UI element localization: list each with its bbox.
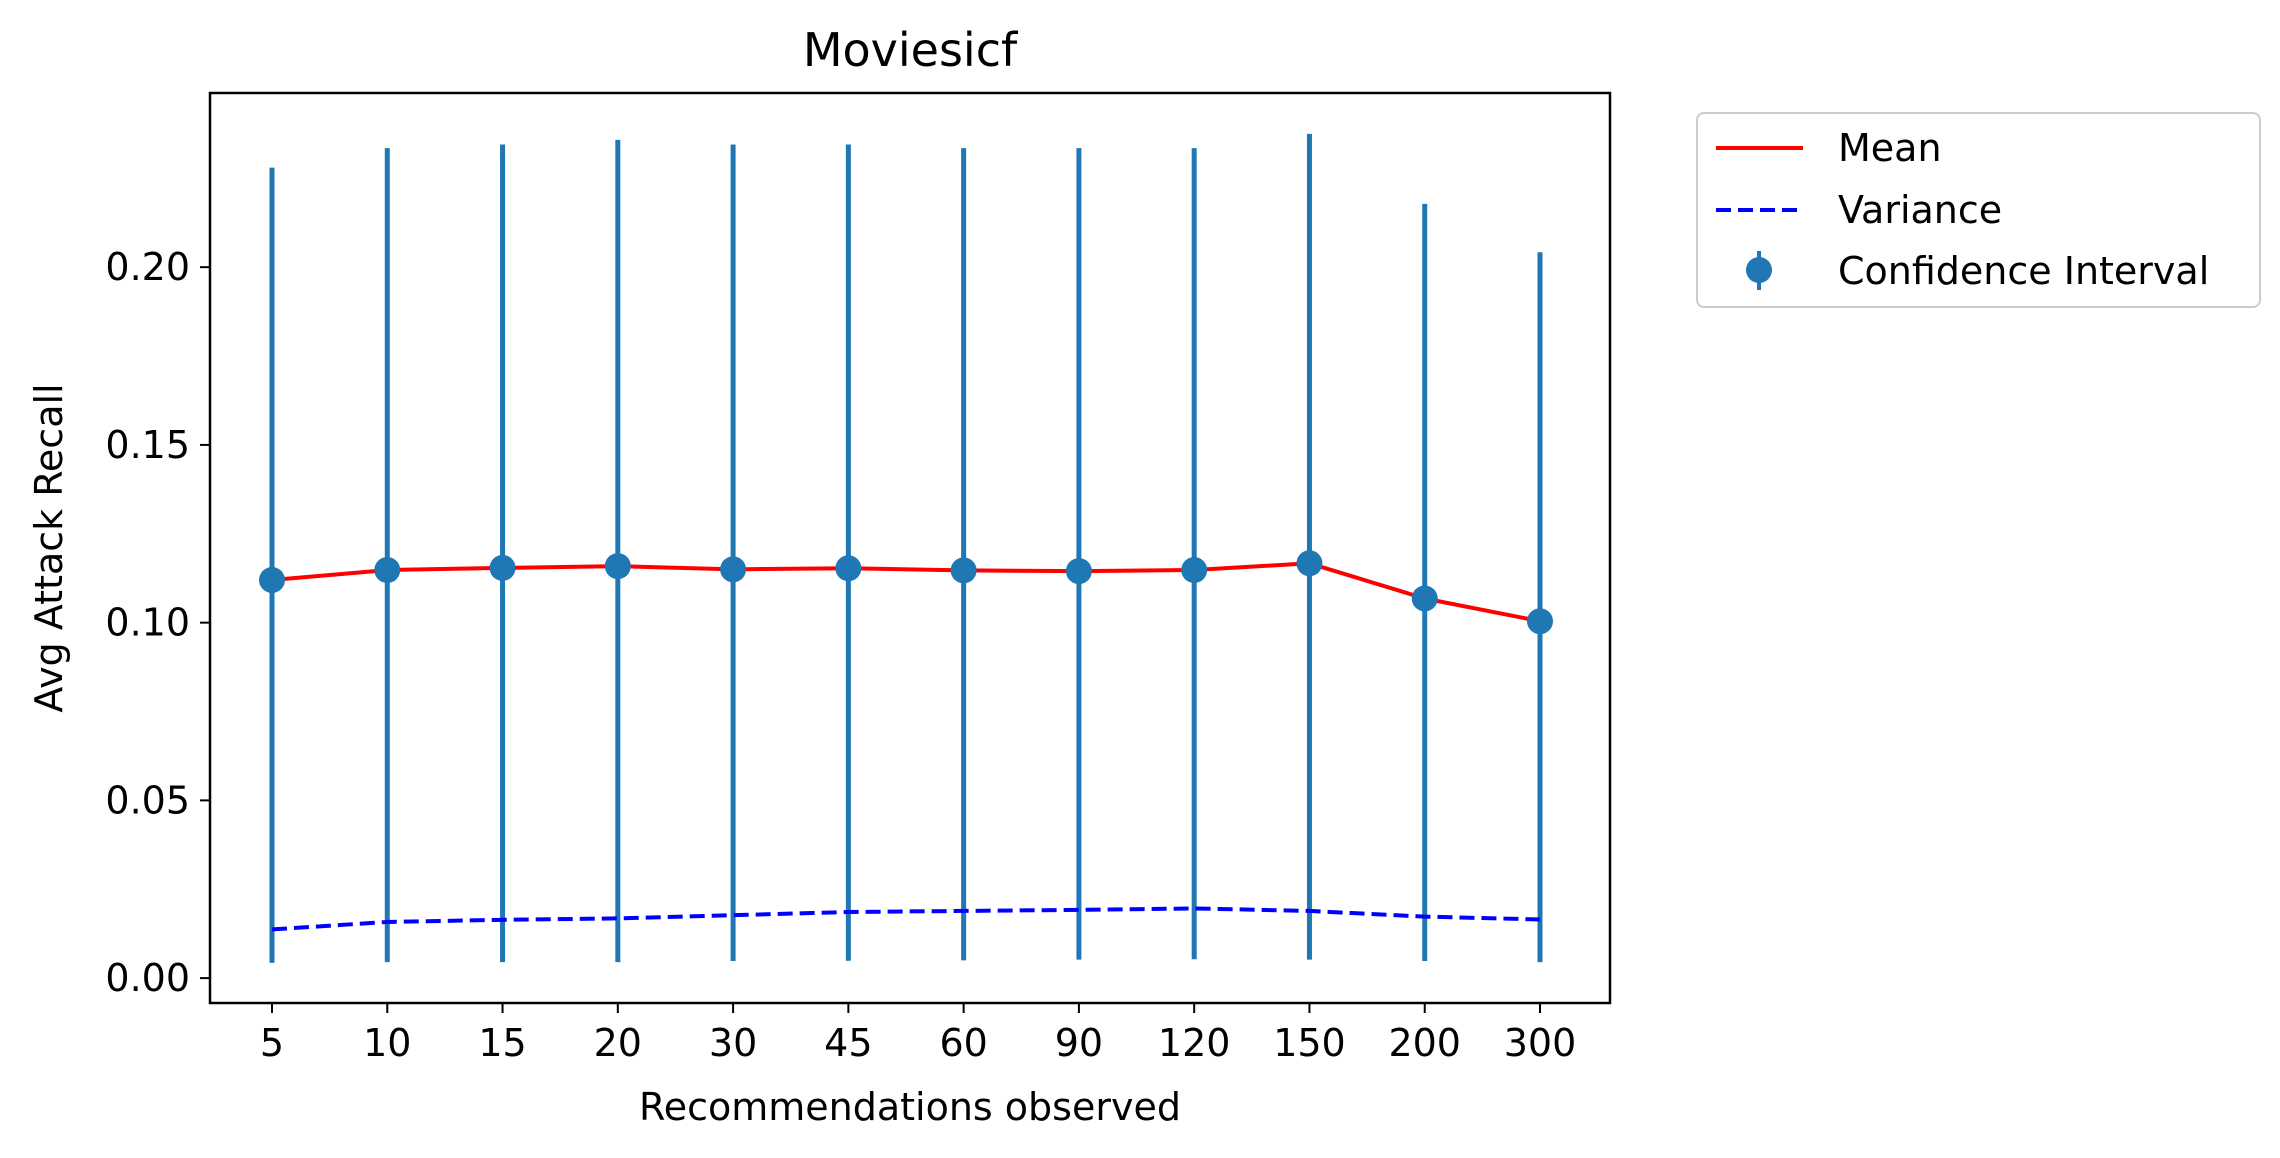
- x-tick-label: 300: [1504, 1021, 1577, 1065]
- markers-layer: [259, 550, 1553, 635]
- chart-title: Moviesicf: [803, 23, 1019, 77]
- plot-frame: [208, 91, 1612, 1005]
- ci-marker: [374, 557, 401, 584]
- lines-layer: [271, 561, 1541, 932]
- ci-marker: [720, 556, 747, 583]
- x-tick-label: 45: [824, 1021, 872, 1065]
- x-tick-label: 30: [709, 1021, 757, 1065]
- x-axis-ticks: 5 10 15 20 30 45 60 90 120 150 200 300: [260, 1003, 1576, 1065]
- variance-line: [271, 906, 1541, 932]
- y-axis-ticks: 0.00 0.05 0.10 0.15 0.20: [105, 245, 210, 1000]
- legend-frame: [1696, 112, 2261, 308]
- ci-marker: [835, 555, 862, 582]
- x-tick-label: 20: [594, 1021, 642, 1065]
- y-axis-label: Avg Attack Recall: [27, 383, 71, 712]
- errorbars-layer: [269, 133, 1543, 963]
- legend-ci-swatch-marker: [1746, 257, 1772, 283]
- ci-marker: [1065, 558, 1092, 585]
- x-tick-label: 10: [363, 1021, 411, 1065]
- legend-variance-label: Variance: [1838, 188, 2002, 232]
- legend-ci-label: Confidence Interval: [1838, 249, 2209, 293]
- x-tick-label: 150: [1273, 1021, 1346, 1065]
- mean-line: [271, 561, 1541, 624]
- ci-marker: [950, 557, 977, 584]
- x-axis-label: Recommendations observed: [639, 1085, 1181, 1129]
- x-tick-label: 90: [1055, 1021, 1103, 1065]
- y-tick-label: 0.20: [105, 245, 190, 289]
- ci-marker: [604, 553, 631, 580]
- ci-marker: [259, 566, 285, 593]
- y-tick-label: 0.10: [105, 601, 190, 645]
- ci-marker: [1296, 550, 1323, 577]
- ci-marker: [1181, 557, 1208, 584]
- ci-marker: [1527, 608, 1553, 635]
- x-tick-label: 15: [478, 1021, 526, 1065]
- legend: Mean Variance Confidence Interval: [1696, 112, 2261, 308]
- legend-mean-label: Mean: [1838, 126, 1942, 170]
- x-tick-label: 200: [1388, 1021, 1461, 1065]
- y-tick-label: 0.00: [105, 956, 190, 1000]
- ci-marker: [1411, 585, 1438, 612]
- y-tick-label: 0.05: [105, 778, 190, 822]
- x-tick-label: 60: [939, 1021, 987, 1065]
- x-tick-label: 5: [260, 1021, 284, 1065]
- ci-marker: [489, 554, 516, 581]
- y-tick-label: 0.15: [105, 423, 190, 467]
- x-tick-label: 120: [1158, 1021, 1231, 1065]
